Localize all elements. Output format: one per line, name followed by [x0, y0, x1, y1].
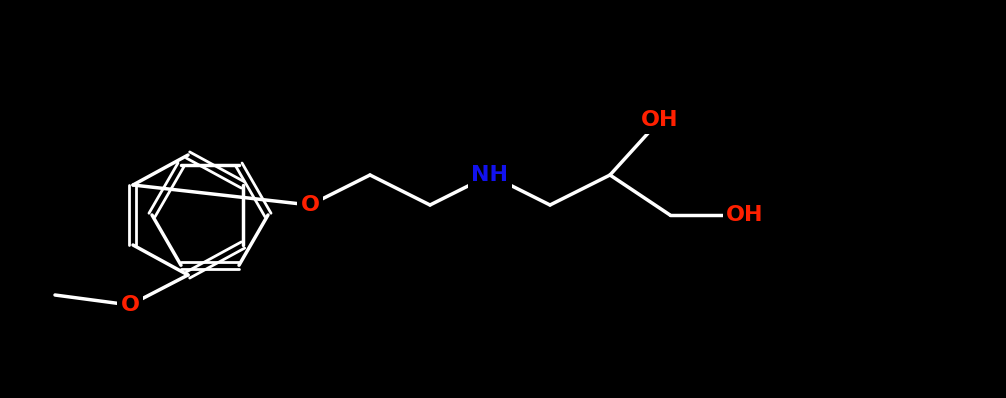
Text: OH: OH [726, 205, 764, 225]
Text: OH: OH [641, 110, 679, 130]
Text: O: O [301, 195, 320, 215]
Text: NH: NH [472, 165, 508, 185]
Text: O: O [121, 295, 140, 315]
